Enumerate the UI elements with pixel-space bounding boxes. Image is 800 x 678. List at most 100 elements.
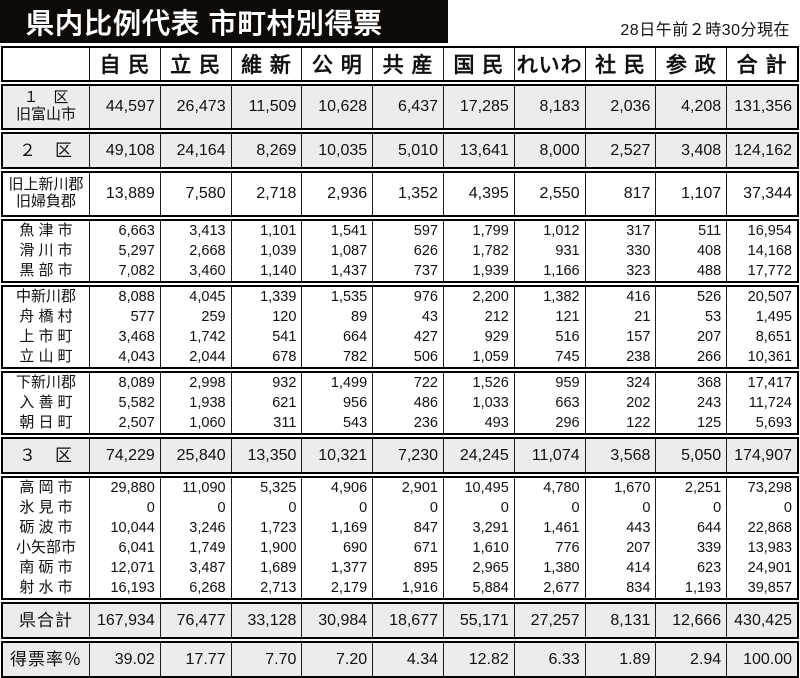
table-row: 砺 波 市 10,044 3,246 1,723 1,169 847 3,291 1,461 4…	[3, 518, 797, 538]
row-label: 入 善 町	[19, 393, 73, 411]
vote-value: 4,045	[159, 287, 231, 307]
vote-value: 1,499	[301, 373, 372, 393]
vote-value: 22,868	[726, 518, 797, 538]
table-row: 立 山 町 4,043 2,044 678 782 506 1,059 745 238 266 10…	[3, 347, 797, 367]
vote-value: 167,934	[89, 604, 160, 637]
vote-value: 1,495	[726, 307, 797, 327]
vote-value: 817	[584, 173, 656, 215]
vote-value: 20,507	[726, 287, 797, 307]
vote-value: 1,380	[513, 558, 585, 578]
table-row: 朝 日 町 2,507 1,060 311 543 236 493 296 122 125 5,69…	[3, 413, 797, 433]
vote-value: 24,164	[159, 134, 231, 167]
vote-value: 125	[655, 413, 726, 433]
as-of-timestamp: 28日午前２時30分現在	[620, 22, 790, 39]
vote-value: 368	[655, 373, 726, 393]
vote-value: 2,036	[584, 86, 656, 128]
table-group: 県合計 167,934 76,477 33,128 30,984 18,677 55,171…	[1, 602, 799, 639]
vote-value: 121	[513, 307, 585, 327]
vote-value: 7.20	[301, 643, 372, 676]
row-label: ２ 区	[19, 140, 73, 160]
vote-value: 16,193	[89, 578, 160, 598]
vote-value: 17,417	[726, 373, 797, 393]
vote-value: 236	[372, 413, 443, 433]
table-row: 小矢部市 6,041 1,749 1,900 690 671 1,610 776 207 339 1…	[3, 538, 797, 558]
vote-value: 6,041	[89, 538, 160, 558]
vote-value: 10,361	[726, 347, 797, 367]
vote-value: 16,954	[726, 221, 797, 241]
vote-value: 2,044	[159, 347, 231, 367]
vote-value: 2,550	[513, 173, 585, 215]
vote-value: 44,597	[89, 86, 160, 128]
vote-value: 37,344	[726, 173, 797, 215]
vote-value: 1,689	[230, 558, 302, 578]
table-row: 射 水 市 16,193 6,268 2,713 2,179 1,916 5,884 2,67…	[3, 578, 797, 598]
vote-value: 53	[655, 307, 726, 327]
row-label: 小矢部市	[15, 538, 76, 556]
vote-value: 1,166	[513, 261, 585, 281]
vote-value: 1,382	[513, 287, 585, 307]
vote-value: 737	[372, 261, 443, 281]
vote-value: 1,107	[655, 173, 726, 215]
table-group: ３ 区 74,229 25,840 13,350 10,321 7,230 24,245 11…	[1, 437, 799, 474]
vote-value: 3,568	[584, 439, 656, 472]
vote-value: 339	[655, 538, 726, 558]
vote-value: 2,507	[89, 413, 160, 433]
vote-value: 664	[301, 327, 372, 347]
vote-value: 12.82	[443, 643, 514, 676]
table-row: 県合計 167,934 76,477 33,128 30,984 18,677 55,171…	[3, 604, 797, 637]
vote-value: 2,901	[372, 478, 443, 498]
table-row: 下新川郡 8,089 2,998 932 1,499 722 1,526 959 324 368 1…	[3, 373, 797, 393]
vote-value: 10,495	[443, 478, 514, 498]
vote-value: 120	[230, 307, 302, 327]
vote-value: 17,285	[443, 86, 514, 128]
vote-value: 1,059	[443, 347, 514, 367]
vote-value: 100.00	[726, 643, 797, 676]
vote-value: 174,907	[726, 439, 797, 472]
table-row: 旧上新川郡 旧婦負郡 13,889 7,580 2,718 2,936 1,352 4,39…	[3, 173, 797, 215]
table-row: 舟 橋 村 577 259 120 89 43 212 121 21 53 1,495	[3, 307, 797, 327]
vote-value: 1,782	[443, 241, 514, 261]
vote-value: 847	[372, 518, 443, 538]
table-group: 中新川郡 8,088 4,045 1,339 1,535 976 2,200 1,382 416…	[1, 285, 799, 369]
vote-value: 17,772	[726, 261, 797, 281]
vote-value: 24,245	[443, 439, 514, 472]
table-row: ３ 区 74,229 25,840 13,350 10,321 7,230 24,245 11…	[3, 439, 797, 472]
column-header: 社 民	[584, 48, 656, 80]
vote-value: 577	[89, 307, 160, 327]
vote-value: 4,780	[513, 478, 585, 498]
vote-value: 621	[230, 393, 302, 413]
vote-value: 1,900	[230, 538, 302, 558]
vote-value: 317	[584, 221, 656, 241]
vote-value: 238	[584, 347, 656, 367]
vote-value: 6,437	[372, 86, 443, 128]
vote-value: 12,666	[655, 604, 726, 637]
vote-value: 5,297	[89, 241, 160, 261]
vote-value: 1,352	[372, 173, 443, 215]
vote-value: 25,840	[159, 439, 231, 472]
vote-value: 2,998	[159, 373, 231, 393]
row-label: 舟 橋 村	[19, 307, 73, 325]
vote-value: 543	[301, 413, 372, 433]
vote-value: 7.70	[230, 643, 302, 676]
vote-value: 10,321	[301, 439, 372, 472]
vote-value: 0	[372, 498, 443, 518]
vote-value: 49,108	[89, 134, 160, 167]
vote-value: 3,487	[159, 558, 231, 578]
title-banner: 県内比例代表 市町村別得票	[0, 0, 448, 43]
vote-value: 1,526	[443, 373, 514, 393]
vote-value: 4,043	[89, 347, 160, 367]
vote-value: 17.77	[159, 643, 231, 676]
vote-value: 526	[655, 287, 726, 307]
row-label: 魚 津 市	[19, 221, 73, 239]
vote-value: 1,610	[443, 538, 514, 558]
vote-value: 73,298	[726, 478, 797, 498]
table-group: １ 区 旧富山市 44,597 26,473 11,509 10,628 6,437 17,…	[1, 84, 799, 130]
vote-value: 39.02	[89, 643, 160, 676]
table-row: 黒 部 市 7,082 3,460 1,140 1,437 737 1,939 1,166 32…	[3, 261, 797, 281]
row-label: 滑 川 市	[19, 241, 73, 259]
row-label: ３ 区	[19, 445, 73, 465]
vote-value: 311	[230, 413, 302, 433]
vote-value: 782	[301, 347, 372, 367]
vote-value: 1,140	[230, 261, 302, 281]
vote-value: 13,641	[443, 134, 514, 167]
